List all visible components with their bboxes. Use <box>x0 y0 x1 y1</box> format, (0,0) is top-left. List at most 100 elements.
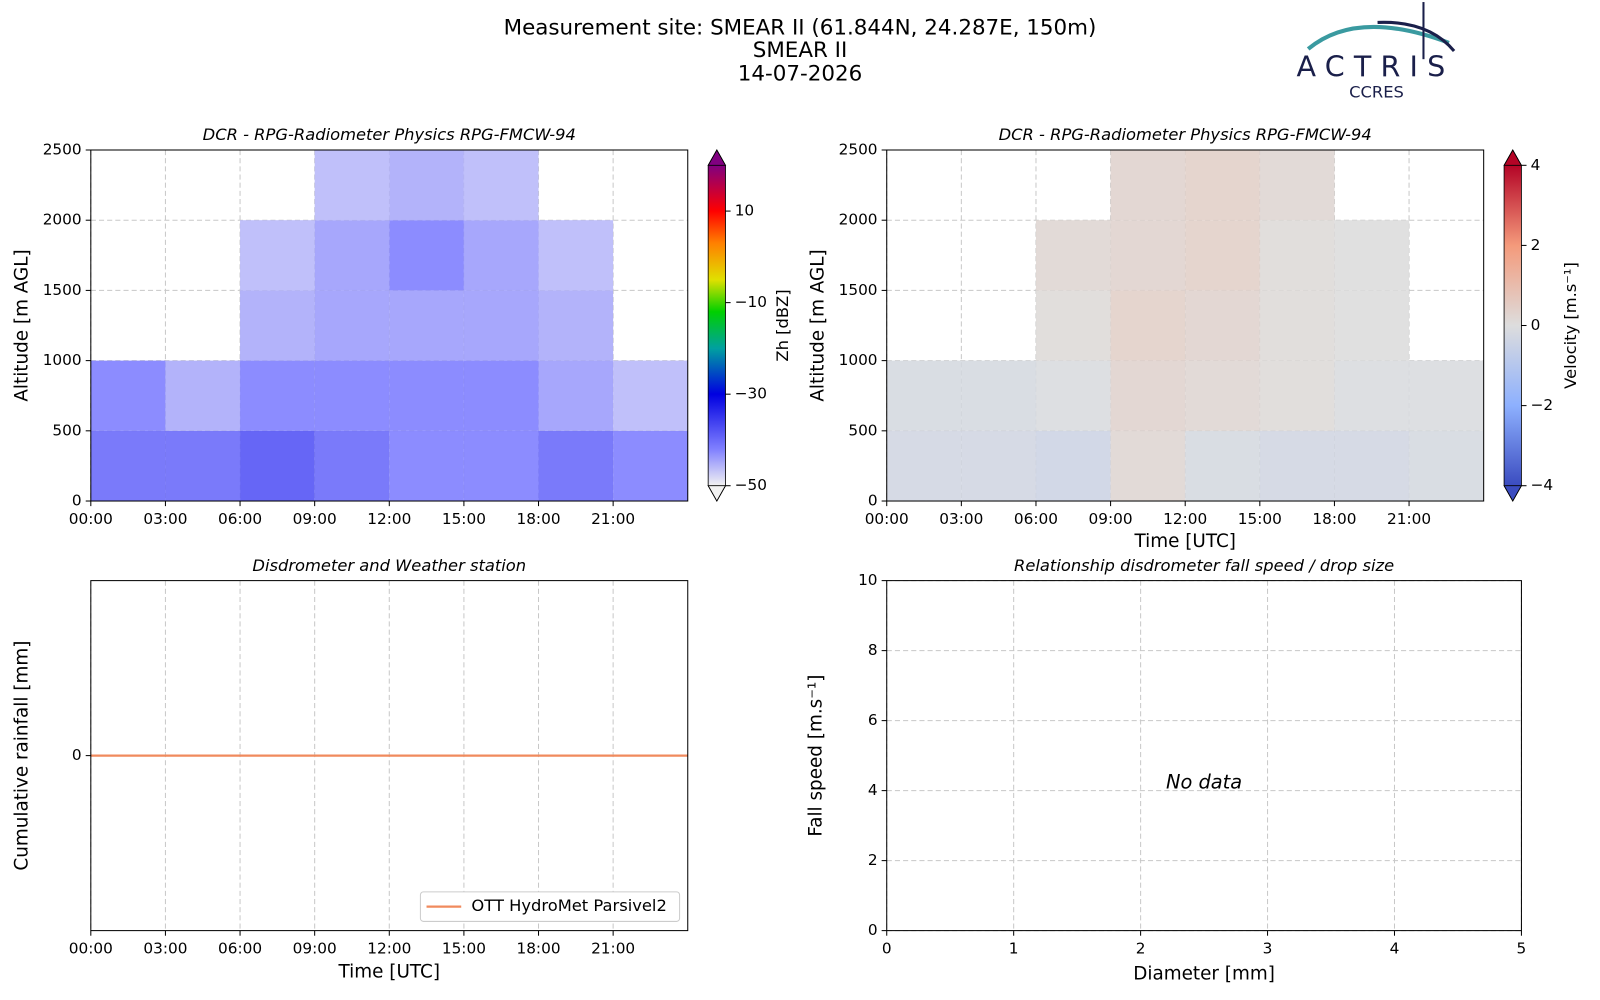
x-tick-label: 3 <box>1263 939 1273 957</box>
y-tick-label: 0 <box>868 492 878 510</box>
heatmap-cell <box>389 150 464 221</box>
y-axis-label: Cumulative rainfall [mm] <box>11 641 32 871</box>
colorbar <box>1504 165 1522 486</box>
heatmap-cell <box>1259 220 1335 291</box>
heatmap-cell <box>314 220 390 291</box>
y-tick-label: 0 <box>868 921 878 939</box>
y-tick-label: 8 <box>868 641 878 659</box>
x-tick-label: 09:00 <box>293 939 337 957</box>
heatmap-cell <box>1185 220 1260 291</box>
heatmap-cell <box>240 290 315 361</box>
heatmap-cell <box>1259 150 1335 221</box>
heatmap-cell <box>1259 290 1335 361</box>
heatmap-cell <box>1110 150 1186 221</box>
heatmap-cell <box>1409 360 1484 431</box>
y-tick-label: 1000 <box>43 351 82 369</box>
colorbar-label: Velocity [m.s⁻¹] <box>1561 262 1580 389</box>
legend <box>419 891 681 922</box>
heatmap-cell <box>389 290 464 361</box>
x-tick-label: 03:00 <box>143 939 187 957</box>
chart-title: DCR - RPG-Radiometer Physics RPG-FMCW-94 <box>999 125 1372 144</box>
figure-title: Measurement site: SMEAR II (61.844N, 24.… <box>504 16 1097 41</box>
heatmap-cell <box>90 360 166 431</box>
x-tick-label: 18:00 <box>516 510 560 528</box>
colorbar-tick-label: −30 <box>735 385 767 403</box>
x-tick-label: 21:00 <box>591 510 635 528</box>
heatmap-cell <box>463 220 539 291</box>
heatmap-cell <box>1185 290 1260 361</box>
colorbar-tick-label: −4 <box>1531 476 1554 494</box>
heatmap-cell <box>463 360 539 431</box>
x-tick-label: 12:00 <box>367 939 411 957</box>
plot-frame <box>886 149 1485 502</box>
heatmap-cell <box>314 360 390 431</box>
heatmap-cell <box>1110 220 1186 291</box>
heatmap-cell <box>1334 360 1410 431</box>
y-axis-label: Altitude [m AGL] <box>11 249 32 401</box>
x-tick-label: 21:00 <box>1387 510 1431 528</box>
heatmap-cell <box>538 220 614 291</box>
heatmap-cell <box>1035 220 1111 291</box>
logo-sub: CCRES <box>1349 82 1404 101</box>
colorbar-tick-label: −50 <box>735 476 767 494</box>
heatmap-cell <box>886 430 962 502</box>
heatmap-cell <box>90 430 166 502</box>
colorbar-tick-label: 0 <box>1531 316 1541 334</box>
y-tick-label: 4 <box>868 781 878 799</box>
y-tick-label: 0 <box>72 492 82 510</box>
x-tick-label: 2 <box>1136 939 1146 957</box>
heatmap-cell <box>463 430 539 502</box>
y-tick-label: 2000 <box>43 211 82 229</box>
x-tick-label: 15:00 <box>442 510 486 528</box>
heatmap-cell <box>463 290 539 361</box>
heatmap-cell <box>1110 360 1186 431</box>
y-tick-label: 2500 <box>839 141 878 159</box>
x-tick-label: 15:00 <box>1238 510 1282 528</box>
x-axis-label: Time [UTC] <box>338 961 441 982</box>
colorbar-label: Zh [dBZ] <box>773 289 792 361</box>
x-tick-label: 5 <box>1517 939 1527 957</box>
heatmap-cell <box>538 360 614 431</box>
heatmap-cell <box>1110 290 1186 361</box>
heatmap-cell <box>314 150 390 221</box>
heatmap-cell <box>240 360 315 431</box>
heatmap-cell <box>1035 360 1111 431</box>
colorbar-extend <box>1503 149 1523 166</box>
heatmap-cell <box>1334 430 1410 502</box>
x-tick-label: 0 <box>882 939 892 957</box>
x-tick-label: 15:00 <box>442 939 486 957</box>
heatmap-cell <box>314 430 390 502</box>
colorbar-tick-label: 10 <box>735 202 754 220</box>
plot-frame <box>90 149 689 502</box>
y-tick-label: 10 <box>858 571 877 589</box>
colorbar-tick-label: 2 <box>1531 236 1541 254</box>
x-tick-label: 03:00 <box>939 510 983 528</box>
x-tick-label: 00:00 <box>69 510 113 528</box>
colorbar-tick-label: −2 <box>1531 396 1554 414</box>
heatmap-cell <box>1185 360 1260 431</box>
x-tick-label: 09:00 <box>1089 510 1133 528</box>
heatmap-cell <box>1259 430 1335 502</box>
x-tick-label: 00:00 <box>865 510 909 528</box>
colorbar-tick-label: 4 <box>1531 156 1541 174</box>
chart-title: Relationship disdrometer fall speed / dr… <box>1014 556 1394 575</box>
heatmap-cell <box>1110 430 1186 502</box>
y-tick-label: 1500 <box>43 281 82 299</box>
heatmap-cell <box>1334 220 1410 291</box>
colorbar-extend <box>707 149 727 166</box>
heatmap-cell <box>463 150 539 221</box>
x-axis-label: Diameter [mm] <box>1133 963 1275 984</box>
heatmap-cell <box>961 360 1036 431</box>
y-tick-label: 500 <box>848 421 877 439</box>
figure-subtitle: SMEAR II <box>753 38 848 63</box>
logo-name: ACTRIS <box>1297 49 1455 83</box>
heatmap-cell <box>613 360 688 431</box>
x-tick-label: 4 <box>1390 939 1400 957</box>
heatmap-cell <box>1035 290 1111 361</box>
x-tick-label: 1 <box>1009 939 1019 957</box>
heatmap-cell <box>886 360 962 431</box>
heatmap-cell <box>1185 150 1260 221</box>
y-tick-label: 2 <box>868 851 878 869</box>
heatmap-cell <box>314 290 390 361</box>
